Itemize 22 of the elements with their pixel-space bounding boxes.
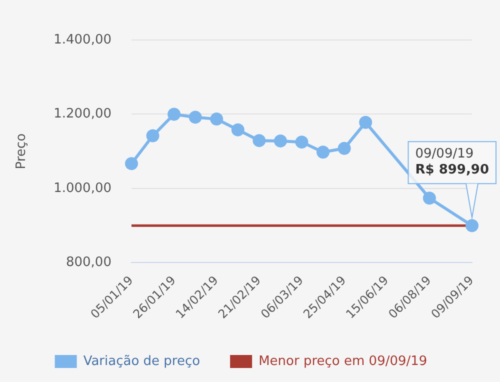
y-tick-label: 800,00	[66, 255, 112, 270]
point	[422, 192, 436, 205]
point	[146, 129, 160, 142]
point	[316, 146, 330, 159]
point	[252, 134, 266, 148]
point	[338, 142, 351, 155]
point	[295, 136, 308, 149]
point	[359, 116, 372, 129]
point	[274, 134, 287, 148]
point	[466, 219, 478, 232]
point	[210, 112, 224, 126]
annotation: 09/09/19 R$ 899,90	[415, 146, 490, 178]
y-tick-label: 1.200,00	[54, 106, 112, 122]
point	[124, 157, 138, 170]
legend-label: Variação de preço	[83, 354, 200, 369]
y-tick-label: 1.000,00	[54, 180, 112, 196]
legend-label: Menor preço em 09/09/19	[258, 354, 428, 369]
point	[168, 108, 181, 121]
point	[188, 110, 202, 124]
y-tick-label: 1.400,00	[54, 32, 112, 48]
point	[231, 123, 244, 136]
y-axis-title: Preço	[14, 133, 30, 170]
